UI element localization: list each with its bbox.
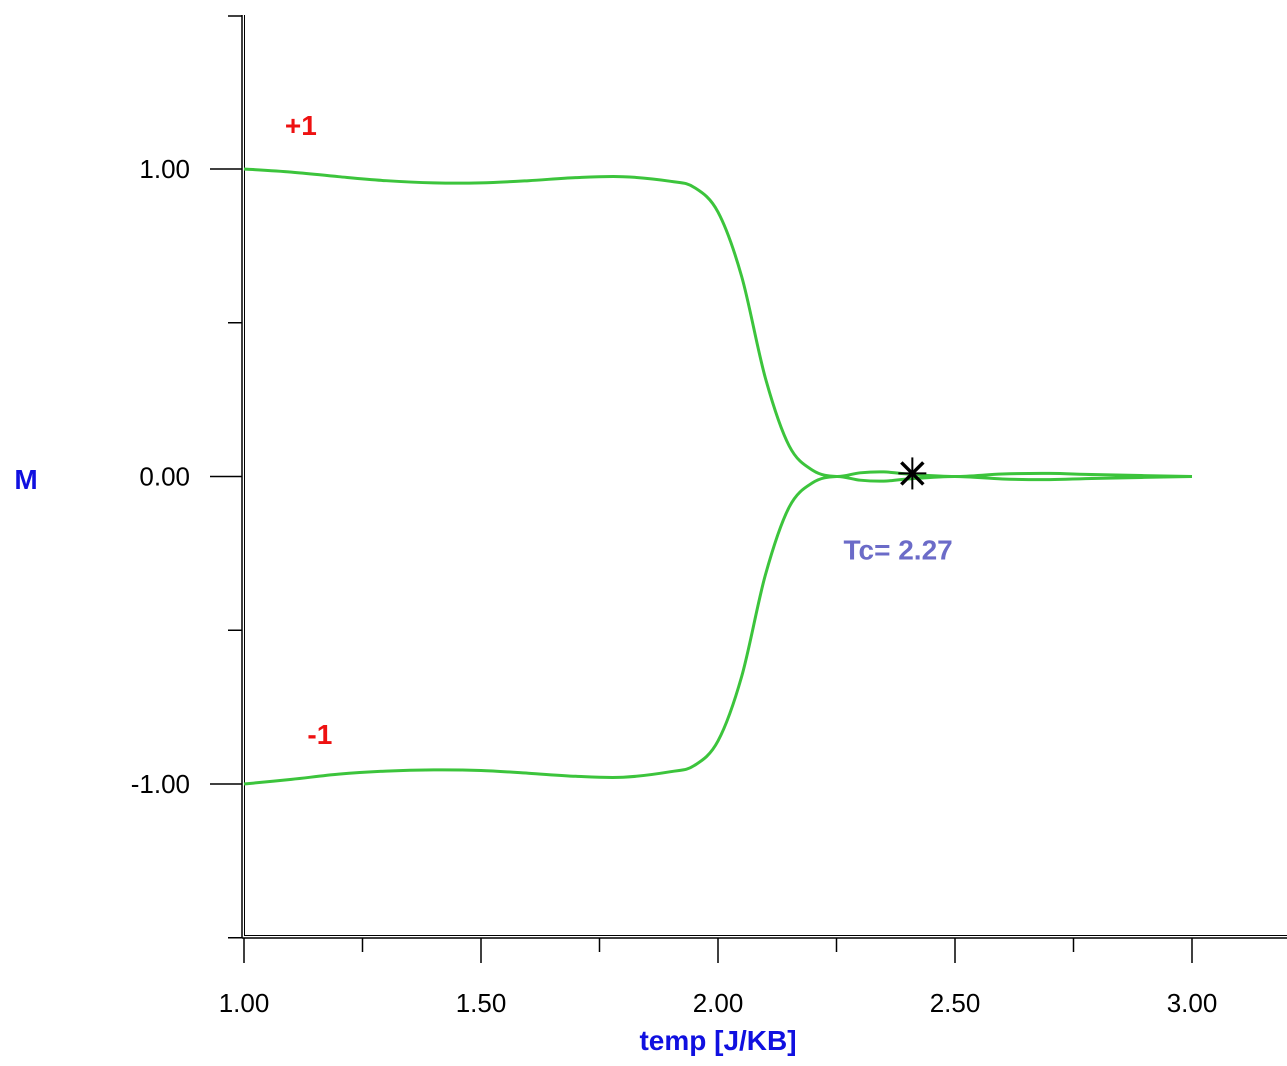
y-tick-label: 0.00 bbox=[139, 462, 190, 492]
labels-layer: +1 -1 Tc= 2.27 bbox=[285, 110, 953, 750]
x-tick-label: 1.50 bbox=[456, 988, 507, 1018]
marker-stroke bbox=[900, 461, 925, 486]
series-label: +1 bbox=[285, 110, 317, 141]
x-tick-label: 1.00 bbox=[219, 988, 270, 1018]
tc-annotation: Tc= 2.27 bbox=[844, 535, 953, 566]
x-tick-label: 3.00 bbox=[1167, 988, 1218, 1018]
x-axis-ticks: 1.00 1.50 2.00 2.50 3.00 bbox=[219, 938, 1218, 1018]
series-label: -1 bbox=[307, 719, 332, 750]
y-axis-ticks: -1.00 0.00 1.00 bbox=[131, 15, 242, 939]
x-axis-title: temp [J/KB] bbox=[639, 1025, 796, 1056]
x-tick-label: 2.50 bbox=[930, 988, 981, 1018]
critical-point-marker bbox=[898, 457, 927, 490]
series-layer bbox=[243, 167, 1193, 786]
y-tick-label: -1.00 bbox=[131, 769, 190, 799]
x-tick-label: 2.00 bbox=[693, 988, 744, 1018]
series-line bbox=[243, 474, 1193, 786]
y-tick-label: 1.00 bbox=[139, 154, 190, 184]
y-axis-title: M bbox=[14, 464, 37, 495]
series-line bbox=[243, 167, 1193, 479]
